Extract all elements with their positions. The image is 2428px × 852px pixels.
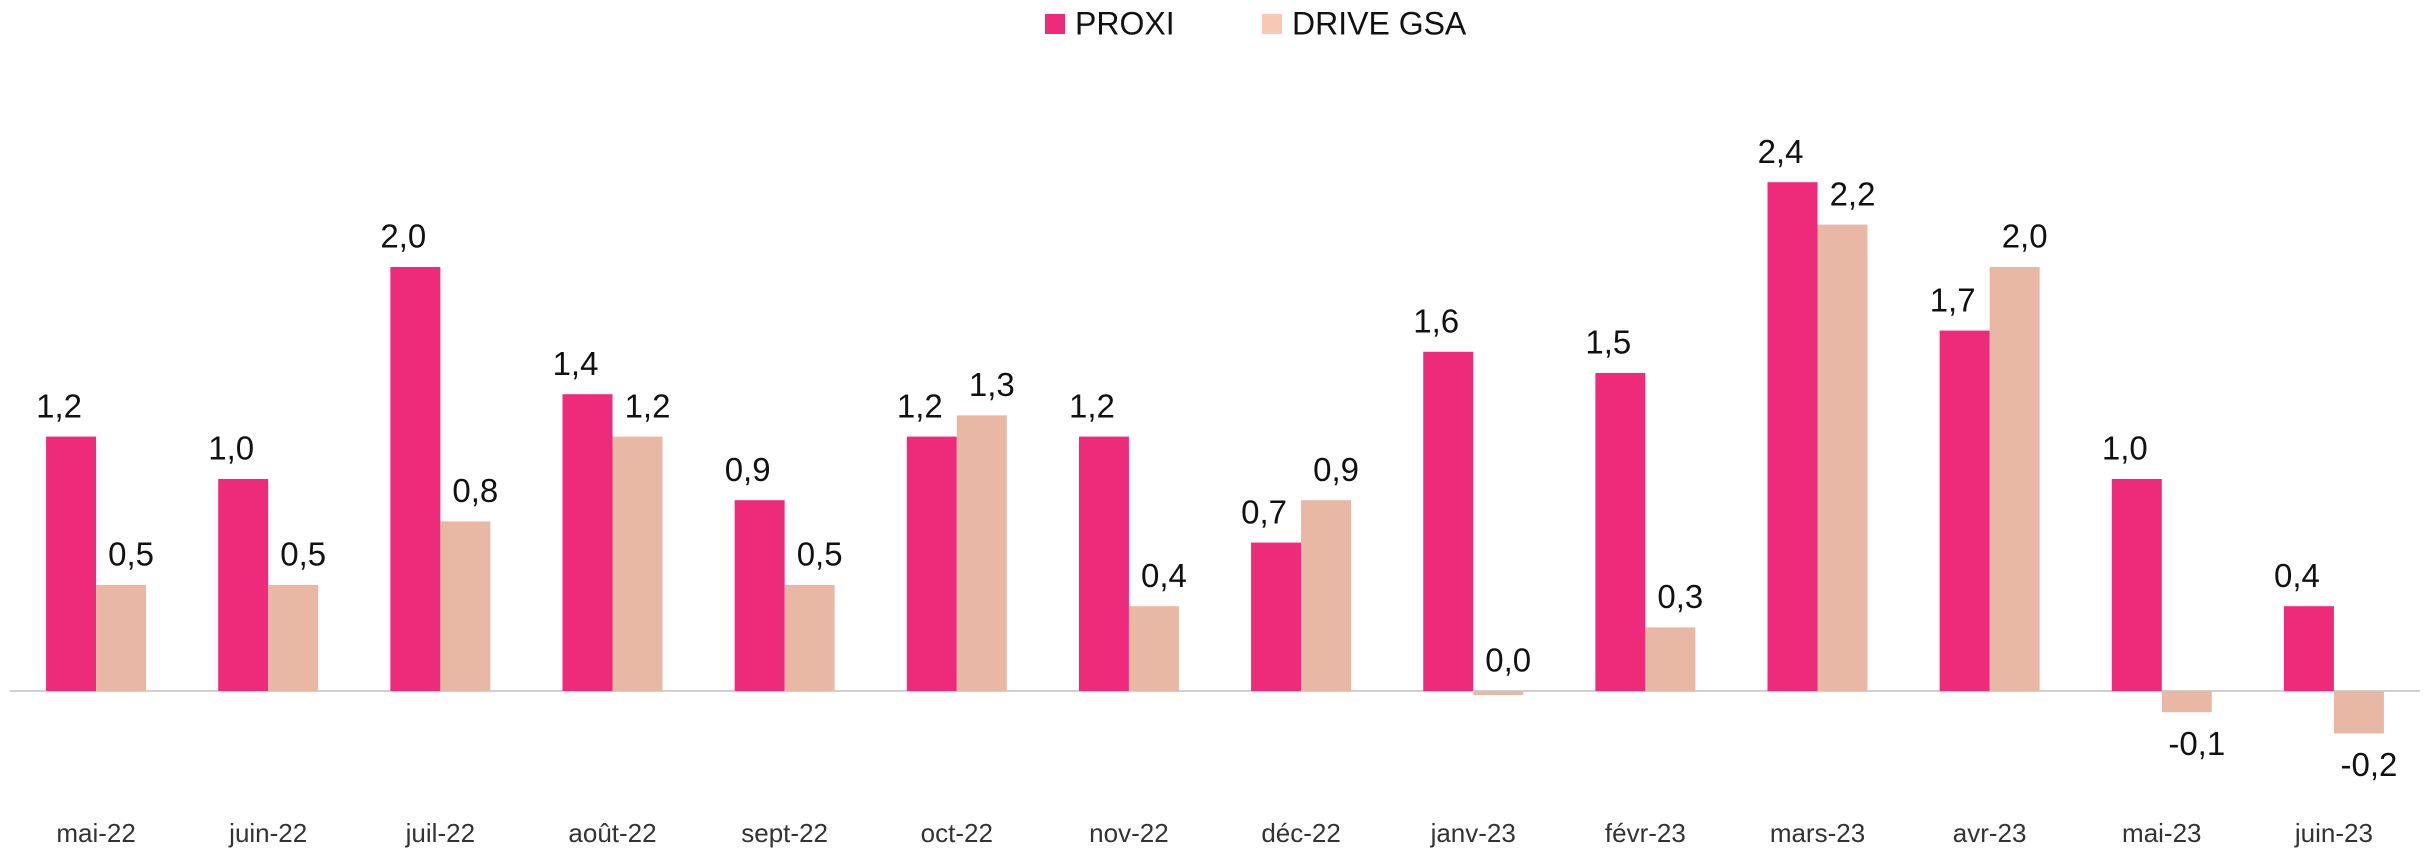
bar bbox=[784, 585, 835, 691]
x-tick-label: déc-22 bbox=[1261, 818, 1341, 848]
bar bbox=[562, 394, 613, 691]
value-label: 1,2 bbox=[1069, 387, 1115, 424]
bar bbox=[734, 500, 785, 691]
value-label: 0,9 bbox=[725, 451, 771, 488]
value-label: 2,2 bbox=[1830, 175, 1876, 212]
value-label: 0,7 bbox=[1241, 493, 1287, 530]
x-tick-label: sept-22 bbox=[741, 818, 828, 848]
legend-swatch bbox=[1262, 14, 1282, 34]
value-label: 1,2 bbox=[897, 387, 943, 424]
x-tick-label: mai-23 bbox=[2122, 818, 2201, 848]
bar bbox=[1078, 436, 1129, 691]
value-label: 2,0 bbox=[2002, 218, 2048, 255]
value-label: 1,7 bbox=[1930, 281, 1976, 318]
x-tick-label: juin-22 bbox=[228, 818, 307, 848]
value-label: 0,5 bbox=[280, 536, 326, 573]
bar bbox=[1989, 267, 2040, 691]
bar bbox=[1595, 373, 1646, 691]
x-tick-label: avr-23 bbox=[1953, 818, 2027, 848]
x-tick-label: oct-22 bbox=[921, 818, 993, 848]
x-tick-label: janv-23 bbox=[1430, 818, 1516, 848]
value-label: 2,4 bbox=[1758, 133, 1804, 170]
bar bbox=[1128, 606, 1179, 691]
bar bbox=[1473, 691, 1524, 695]
legend-label: PROXI bbox=[1075, 5, 1175, 41]
x-tick-label: nov-22 bbox=[1089, 818, 1169, 848]
bar bbox=[956, 415, 1007, 691]
bar bbox=[46, 436, 97, 691]
bar bbox=[218, 479, 269, 691]
x-tick-label: juil-22 bbox=[405, 818, 475, 848]
value-label: 1,6 bbox=[1413, 303, 1459, 340]
bar bbox=[2333, 691, 2384, 734]
value-label: 1,0 bbox=[208, 430, 254, 467]
x-tick-label: mai-22 bbox=[56, 818, 135, 848]
legend-label: DRIVE GSA bbox=[1292, 5, 1467, 41]
value-label: 1,5 bbox=[1585, 324, 1631, 361]
value-label: 1,0 bbox=[2102, 430, 2148, 467]
value-label: 0,5 bbox=[108, 536, 154, 573]
value-label: -0,2 bbox=[2340, 746, 2397, 783]
bar bbox=[440, 521, 491, 691]
value-label: 0,4 bbox=[2274, 557, 2320, 594]
bar bbox=[2283, 606, 2334, 691]
x-tick-label: juin-23 bbox=[2294, 818, 2373, 848]
value-label: 1,2 bbox=[625, 387, 671, 424]
bar bbox=[1251, 542, 1302, 691]
bar bbox=[268, 585, 319, 691]
value-label: 0,0 bbox=[1485, 642, 1531, 679]
bar bbox=[1817, 224, 1868, 691]
value-label: 0,4 bbox=[1141, 557, 1187, 594]
bar bbox=[1301, 500, 1352, 691]
x-tick-label: mars-23 bbox=[1770, 818, 1865, 848]
bar bbox=[2111, 479, 2162, 691]
value-label: 0,3 bbox=[1657, 578, 1703, 615]
value-label: 1,3 bbox=[969, 366, 1015, 403]
legend-swatch bbox=[1045, 14, 1065, 34]
bar bbox=[1767, 182, 1818, 691]
bar bbox=[390, 267, 441, 691]
bar bbox=[1939, 330, 1990, 691]
x-tick-label: févr-23 bbox=[1605, 818, 1686, 848]
x-tick-label: août-22 bbox=[568, 818, 656, 848]
bar bbox=[1645, 627, 1696, 691]
value-label: 1,4 bbox=[553, 345, 599, 382]
bar bbox=[2161, 691, 2212, 713]
value-label: -0,1 bbox=[2168, 725, 2225, 762]
value-label: 0,9 bbox=[1313, 451, 1359, 488]
bar bbox=[1423, 351, 1474, 691]
bar bbox=[96, 585, 147, 691]
value-label: 0,5 bbox=[797, 536, 843, 573]
bar bbox=[612, 436, 663, 691]
value-label: 2,0 bbox=[380, 218, 426, 255]
value-label: 1,2 bbox=[36, 387, 82, 424]
value-label: 0,8 bbox=[452, 472, 498, 509]
bar bbox=[906, 436, 957, 691]
